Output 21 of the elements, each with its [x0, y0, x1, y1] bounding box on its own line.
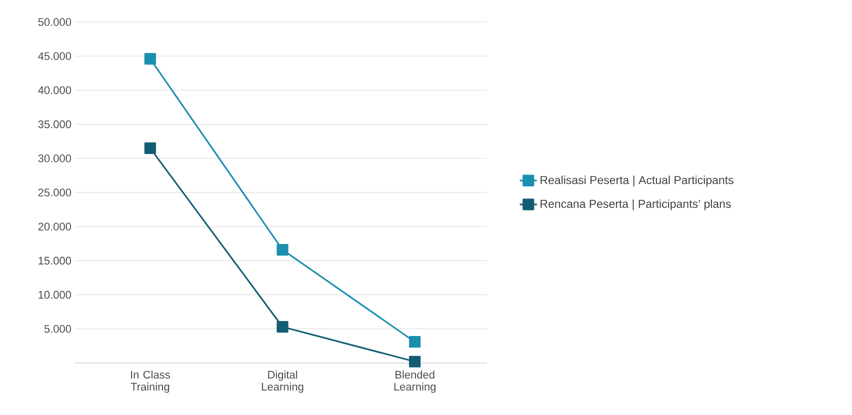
point: [276, 244, 288, 256]
y-tick-label: 50.000: [38, 18, 72, 26]
point: [409, 336, 421, 348]
y-tick-label: 40.000: [38, 86, 72, 94]
y-tick-label: 5.000: [44, 325, 72, 333]
point: [409, 356, 421, 368]
x-tick-label: Digital Learning: [262, 370, 304, 393]
y-tick-label: 30.000: [38, 154, 72, 162]
legend-label: Realisasi Peserta | Actual Participants: [540, 176, 734, 186]
point: [144, 53, 156, 65]
y-tick-label: 25.000: [38, 188, 72, 196]
x-tick-label: Blended Learning: [394, 370, 436, 393]
point: [144, 142, 156, 154]
point: [276, 321, 288, 333]
x-tick-label: In Class Training: [130, 370, 170, 393]
y-tick-label: 10.000: [38, 290, 72, 299]
y-tick-label: 20.000: [38, 222, 72, 230]
legend-label: Rencana Peserta | Participants’ plans: [540, 200, 731, 210]
y-tick-label: 15.000: [38, 256, 72, 265]
y-tick-label: 35.000: [38, 120, 72, 128]
y-tick-label: 45.000: [38, 52, 72, 60]
